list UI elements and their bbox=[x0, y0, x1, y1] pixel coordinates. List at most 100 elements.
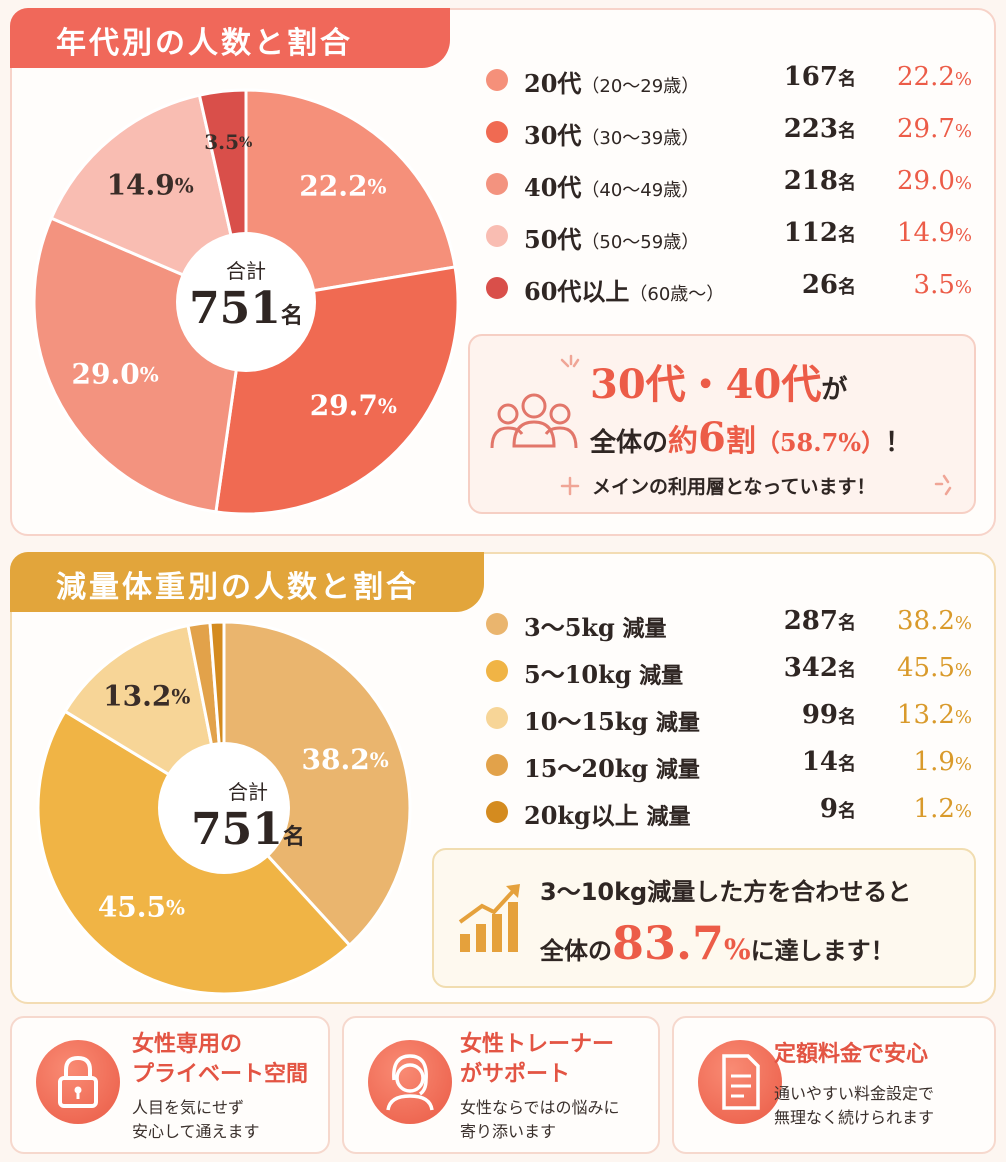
age-legend-swatch bbox=[486, 121, 508, 143]
age-legend-label: 20代（20～29歳） bbox=[524, 69, 700, 98]
loss-legend-row: 5～10kg 減量 342名 45.5% bbox=[486, 653, 972, 689]
age-legend-percent: 29.0% bbox=[897, 166, 972, 196]
loss-legend-swatch bbox=[486, 801, 508, 823]
loss-legend-row: 3～5kg 減量 287名 38.2% bbox=[486, 606, 972, 642]
lock-icon bbox=[58, 1055, 98, 1108]
age-legend-count: 26名 bbox=[801, 270, 856, 300]
loss-summary-line2: 全体の83.7%に達します！ bbox=[540, 916, 895, 970]
loss-pie-slice-label-1: 45.5% bbox=[98, 890, 185, 923]
feature-card-private-space: 女性専用の プライベート空間 人目を気にせず 安心して通えます bbox=[10, 1016, 330, 1154]
age-legend-percent: 3.5% bbox=[913, 270, 972, 300]
sparkle-icon bbox=[560, 354, 580, 368]
age-legend-row: 60代以上（60歳～） 26名 3.5% bbox=[486, 270, 972, 306]
loss-legend-count: 99名 bbox=[801, 700, 856, 730]
loss-legend-percent: 38.2% bbox=[897, 606, 972, 636]
age-legend-percent: 29.7% bbox=[897, 114, 972, 144]
loss-summary-line1: 3～10kg減量した方を合わせると bbox=[540, 878, 912, 906]
loss-pie-slice-0 bbox=[222, 620, 412, 948]
loss-legend-label: 15～20kg 減量 bbox=[524, 754, 700, 783]
age-legend-swatch bbox=[486, 173, 508, 195]
loss-legend-percent: 13.2% bbox=[897, 700, 972, 730]
age-pie-center-hole bbox=[176, 232, 316, 372]
weight-loss-section-title: 減量体重別の人数と割合 bbox=[10, 552, 484, 612]
age-legend-swatch bbox=[486, 277, 508, 299]
age-legend-count: 167名 bbox=[783, 62, 856, 92]
age-summary-box: 30代・40代が 全体の約6割（58.7%）！ メインの利用層となっています！ bbox=[468, 334, 976, 514]
age-total-value: 751名 bbox=[189, 283, 303, 334]
loss-legend-label: 5～10kg 減量 bbox=[524, 660, 684, 689]
age-summary-line2: 全体の約6割（58.7%）！ bbox=[590, 414, 912, 461]
age-pie-slice-3 bbox=[49, 93, 249, 305]
feature-title: 定額料金で安心 bbox=[774, 1042, 929, 1067]
age-total-caption: 合計 bbox=[226, 259, 266, 283]
growth-chart-icon bbox=[458, 884, 520, 952]
loss-legend-swatch bbox=[486, 613, 508, 635]
age-total-label: 合計 751名 bbox=[171, 255, 321, 342]
loss-legend-count: 287名 bbox=[783, 606, 856, 636]
age-legend-percent: 14.9% bbox=[897, 218, 972, 248]
age-pie-slice-label-4: 3.5% bbox=[204, 129, 252, 153]
age-pie-slice-label-2: 29.0% bbox=[72, 357, 159, 390]
feature-card-flat-fee: 定額料金で安心 通いやすい料金設定で 無理なく続けられます bbox=[672, 1016, 996, 1154]
feature-title: 女性トレーナー がサポート bbox=[460, 1032, 615, 1087]
feature-card-female-trainer: 女性トレーナー がサポート 女性ならではの悩みに 寄り添います bbox=[342, 1016, 660, 1154]
age-legend-count: 112名 bbox=[783, 218, 856, 248]
feature-icon-circle bbox=[36, 1040, 120, 1124]
loss-legend-percent: 45.5% bbox=[897, 653, 972, 683]
feature-description: 通いやすい料金設定で 無理なく続けられます bbox=[774, 1084, 935, 1127]
trainer-icon bbox=[386, 1054, 434, 1111]
loss-legend-swatch bbox=[486, 754, 508, 776]
loss-total-caption: 合計 bbox=[228, 780, 268, 804]
loss-legend-percent: 1.9% bbox=[913, 747, 972, 777]
age-pie-slice-0 bbox=[244, 88, 457, 304]
feature-icon-circle bbox=[368, 1040, 452, 1124]
age-legend-count: 218名 bbox=[783, 166, 856, 196]
age-legend-label: 40代（40～49歳） bbox=[524, 173, 700, 202]
age-summary-line3: メインの利用層となっています！ bbox=[592, 476, 876, 498]
age-legend-swatch bbox=[486, 225, 508, 247]
weight-loss-summary-box: 3～10kg減量した方を合わせると 全体の83.7%に達します！ bbox=[432, 848, 976, 988]
age-legend-count: 223名 bbox=[783, 114, 856, 144]
loss-total-label: 合計 751名 bbox=[173, 776, 323, 863]
loss-legend-count: 9名 bbox=[819, 794, 856, 824]
age-legend-label: 60代以上（60歳～） bbox=[524, 277, 725, 306]
document-icon bbox=[722, 1054, 760, 1110]
age-pie-slice-label-3: 14.9% bbox=[107, 168, 194, 201]
age-legend-label: 30代（30～39歳） bbox=[524, 121, 700, 150]
feature-description: 女性ならではの悩みに 寄り添います bbox=[460, 1098, 620, 1141]
loss-legend-label: 10～15kg 減量 bbox=[524, 707, 700, 736]
age-pie-slice-label-0: 22.2% bbox=[299, 169, 386, 202]
group-people-icon bbox=[490, 393, 578, 449]
loss-legend-swatch bbox=[486, 707, 508, 729]
loss-legend-row: 10～15kg 減量 99名 13.2% bbox=[486, 700, 972, 736]
loss-pie-slice-label-0: 38.2% bbox=[302, 742, 389, 775]
age-legend-row: 40代（40～49歳） 218名 29.0% bbox=[486, 166, 972, 202]
weight-loss-pie-chart: 38.2%45.5%13.2%1.9%1.2% bbox=[36, 620, 412, 996]
weight-loss-section-card: 減量体重別の人数と割合 38.2% 45.5% 13.2% 1.9% 1.2% 合計 7… bbox=[10, 552, 996, 1004]
loss-legend-label: 3～5kg 減量 bbox=[524, 613, 667, 642]
age-legend-label: 50代（50～59歳） bbox=[524, 225, 700, 254]
feature-description: 人目を気にせず 安心して通えます bbox=[132, 1098, 260, 1141]
age-legend-row: 30代（30～39歳） 223名 29.7% bbox=[486, 114, 972, 150]
loss-legend-swatch bbox=[486, 660, 508, 682]
loss-legend-row: 15～20kg 減量 14名 1.9% bbox=[486, 747, 972, 783]
age-legend-swatch bbox=[486, 69, 508, 91]
age-section-card: 年代別の人数と割合 22.2% 29.7% 29.0% 14.9% 3.5% 合計 75… bbox=[10, 8, 996, 536]
loss-legend-percent: 1.2% bbox=[913, 794, 972, 824]
sparkle-left-icon bbox=[560, 476, 580, 496]
loss-total-value: 751名 bbox=[191, 804, 305, 855]
loss-legend-label: 20kg以上 減量 bbox=[524, 801, 691, 830]
loss-legend-count: 14名 bbox=[801, 747, 856, 777]
loss-legend-row: 20kg以上 減量 9名 1.2% bbox=[486, 794, 972, 830]
age-legend-row: 50代（50～59歳） 112名 14.9% bbox=[486, 218, 972, 254]
age-legend-row: 20代（20～29歳） 167名 22.2% bbox=[486, 62, 972, 98]
age-legend-percent: 22.2% bbox=[897, 62, 972, 92]
age-pie-slice-label-1: 29.7% bbox=[310, 388, 397, 421]
feature-icon-circle bbox=[698, 1040, 782, 1124]
age-summary-line1: 30代・40代が bbox=[590, 361, 848, 408]
loss-legend-count: 342名 bbox=[783, 653, 856, 683]
age-section-title: 年代別の人数と割合 bbox=[10, 8, 450, 68]
age-pie-chart: 22.2% 29.7% 29.0% 14.9% 3.5% bbox=[32, 88, 460, 516]
feature-title: 女性専用の プライベート空間 bbox=[132, 1032, 309, 1087]
loss-pie-center-hole bbox=[158, 742, 290, 874]
